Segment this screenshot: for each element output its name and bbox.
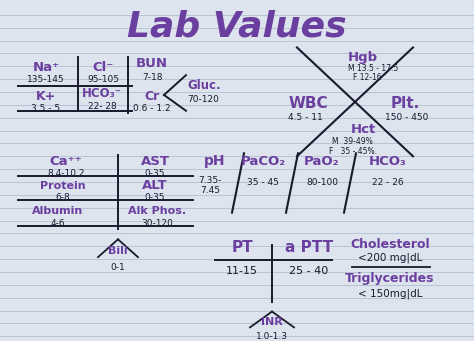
Text: HCO₃: HCO₃	[369, 155, 407, 168]
Text: 7-18: 7-18	[142, 73, 162, 81]
Text: Hgb: Hgb	[348, 51, 378, 64]
Text: HCO₃⁻: HCO₃⁻	[82, 87, 122, 101]
Text: < 150mg|dL: < 150mg|dL	[358, 288, 422, 299]
Text: 25 - 40: 25 - 40	[289, 266, 328, 276]
Text: Cholesterol: Cholesterol	[350, 238, 430, 251]
Text: WBC: WBC	[288, 97, 328, 112]
Text: <200 mg|dL: <200 mg|dL	[358, 253, 422, 263]
Text: pH: pH	[204, 154, 226, 168]
Text: PaO₂: PaO₂	[304, 155, 340, 168]
Text: 0.6 - 1.2: 0.6 - 1.2	[133, 104, 171, 113]
Text: Triglycerides: Triglycerides	[345, 272, 435, 285]
Text: PT: PT	[231, 240, 253, 255]
Text: 7.35-: 7.35-	[198, 176, 222, 184]
Text: Lab Values: Lab Values	[127, 10, 347, 44]
Text: 7.45: 7.45	[200, 187, 220, 195]
Text: 0-1: 0-1	[110, 263, 126, 271]
Text: 4.5 - 11: 4.5 - 11	[288, 113, 322, 122]
Text: 6-8: 6-8	[55, 193, 70, 202]
Text: 3.5 - 5: 3.5 - 5	[31, 104, 61, 113]
Text: K+: K+	[36, 90, 56, 103]
Text: 35 - 45: 35 - 45	[247, 178, 279, 188]
Text: ALT: ALT	[142, 179, 168, 192]
Text: 1.0-1.3: 1.0-1.3	[256, 332, 288, 341]
Text: Hct: Hct	[350, 123, 375, 136]
Text: Cl⁻: Cl⁻	[92, 61, 114, 74]
Text: F   35 - 45%.: F 35 - 45%.	[329, 147, 377, 156]
Text: 30-120: 30-120	[141, 219, 173, 228]
Text: a PTT: a PTT	[285, 240, 333, 255]
Text: Alk Phos.: Alk Phos.	[128, 206, 186, 216]
Text: Bili: Bili	[108, 246, 128, 256]
Text: BUN: BUN	[136, 57, 168, 70]
Text: M  39-49%: M 39-49%	[332, 137, 373, 146]
Text: AST: AST	[140, 155, 170, 168]
Text: Albumin: Albumin	[32, 206, 83, 216]
Text: INR: INR	[261, 317, 283, 327]
Text: 8.4-10.2: 8.4-10.2	[47, 168, 85, 178]
Text: 135-145: 135-145	[27, 75, 65, 84]
Text: 11-15: 11-15	[226, 266, 258, 276]
Text: Gluc.: Gluc.	[187, 78, 220, 92]
Text: PaCO₂: PaCO₂	[240, 155, 285, 168]
Text: Na⁺: Na⁺	[32, 61, 60, 74]
Text: 22 - 26: 22 - 26	[372, 178, 404, 188]
Text: Plt.: Plt.	[391, 97, 419, 112]
Text: Protein: Protein	[40, 181, 86, 191]
Text: 70-120: 70-120	[187, 95, 219, 104]
Text: 95-105: 95-105	[87, 75, 119, 84]
Text: Cr: Cr	[145, 90, 160, 103]
Text: 0-35: 0-35	[145, 168, 165, 178]
Text: 150 - 450: 150 - 450	[385, 113, 428, 122]
Text: Ca⁺⁺: Ca⁺⁺	[50, 155, 82, 168]
Text: F 12-16: F 12-16	[353, 73, 381, 81]
Text: 80-100: 80-100	[306, 178, 338, 188]
Text: M 13.5 - 17.5: M 13.5 - 17.5	[348, 64, 398, 73]
Text: 4-6: 4-6	[51, 219, 65, 228]
Text: 22- 28: 22- 28	[88, 102, 117, 111]
Text: 0-35: 0-35	[145, 193, 165, 202]
